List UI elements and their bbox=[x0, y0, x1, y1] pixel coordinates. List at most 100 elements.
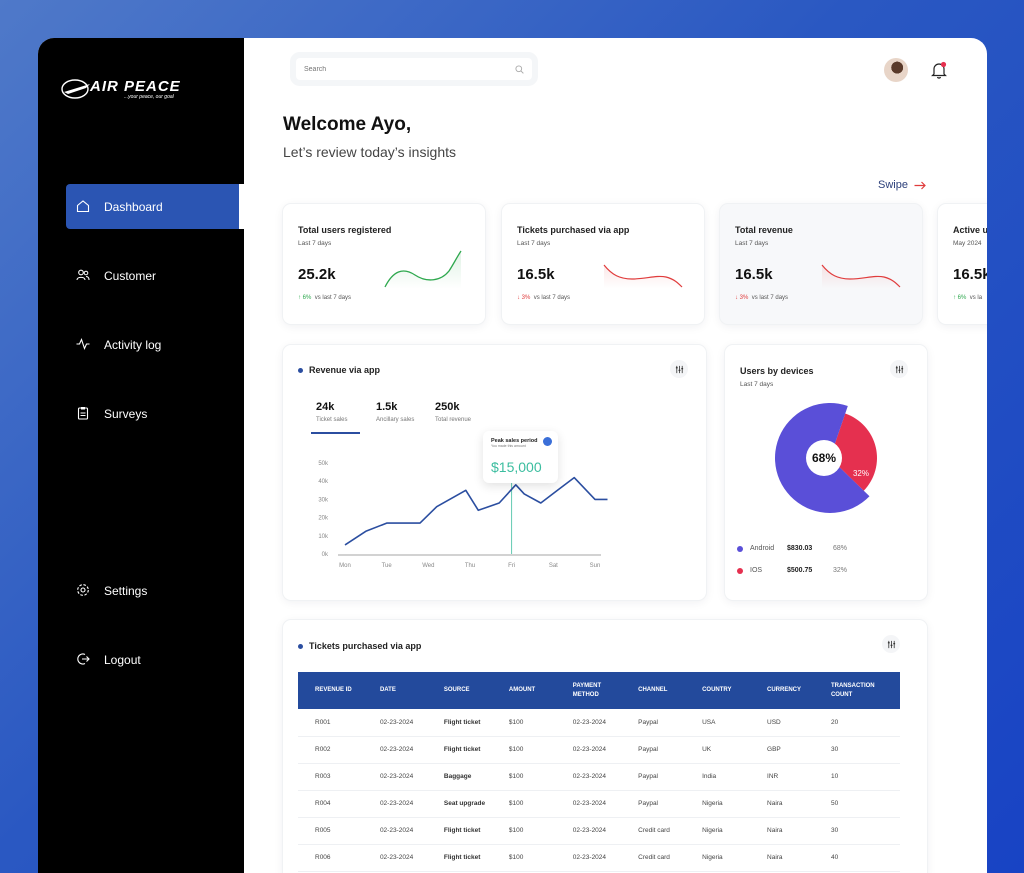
table-cell: INR bbox=[750, 763, 814, 791]
sidebar-item-settings[interactable]: Settings bbox=[66, 568, 244, 613]
column-header[interactable]: REVENUE ID bbox=[298, 672, 363, 709]
table-row[interactable]: R004 02-23-2024 Seat upgrade $100 02-23-2024… bbox=[298, 790, 900, 818]
table-cell: USA bbox=[685, 709, 751, 737]
table-cell: 30 bbox=[813, 736, 900, 764]
table-cell: Baggage bbox=[426, 763, 492, 791]
search-input[interactable] bbox=[304, 65, 484, 73]
tab-ancillary-sales[interactable]: 1.5k Ancillary sales bbox=[376, 401, 414, 423]
sidebar-item-activity-log[interactable]: Activity log bbox=[66, 322, 244, 367]
home-icon bbox=[76, 199, 92, 215]
sidebar-item-customer[interactable]: Customer bbox=[66, 253, 244, 298]
table-row[interactable]: R002 02-23-2024 Flight ticket $100 02-23-202… bbox=[298, 736, 900, 764]
table-cell: Paypal bbox=[621, 709, 686, 737]
tickets-card: Tickets purchased via app REVENUE ID DAT… bbox=[283, 620, 927, 873]
brand-logo[interactable]: AIR PEACE ...your peace, our goal bbox=[60, 76, 200, 104]
tab-value: 250k bbox=[435, 401, 460, 413]
stat-card-active-users[interactable]: Active u May 2024 16.5k ↑ 6% vs la bbox=[938, 204, 987, 324]
table-cell: 02-23-2024 bbox=[362, 844, 427, 872]
delta-note: vs la bbox=[969, 295, 983, 301]
stat-card-users[interactable]: Total users registered Last 7 days 25.2k… bbox=[283, 204, 485, 324]
tooltip-title: Peak sales period bbox=[491, 438, 538, 444]
tooltip-value: $15,000 bbox=[491, 459, 542, 475]
table-cell: $100 bbox=[491, 709, 556, 737]
table-cell: 30 bbox=[813, 817, 900, 845]
avatar[interactable] bbox=[884, 58, 908, 82]
legend-android: Android $830.03 68% bbox=[737, 545, 847, 552]
table-cell: 02-23-2024 bbox=[555, 844, 622, 872]
stat-title: Active u bbox=[953, 225, 987, 235]
arrow-down-icon: ↓ bbox=[517, 295, 520, 301]
sliders-icon bbox=[887, 640, 895, 648]
tab-total-revenue[interactable]: 250k Total revenue bbox=[435, 401, 471, 423]
peak-tooltip: Peak sales period You made this amount $… bbox=[483, 431, 558, 483]
table-cell: 02-23-2024 bbox=[362, 817, 427, 845]
stat-value: 16.5k bbox=[953, 266, 987, 283]
filter-button[interactable] bbox=[882, 635, 900, 653]
legend-percent: 68% bbox=[833, 545, 848, 552]
column-header[interactable]: PAYMENT METHOD bbox=[555, 672, 622, 709]
swipe-button[interactable]: Swipe bbox=[878, 179, 926, 191]
tab-ticket-sales[interactable]: 24k Ticket sales bbox=[316, 401, 347, 423]
filter-button[interactable] bbox=[890, 360, 908, 378]
page-subtitle: Let’s review today’s insights bbox=[283, 144, 457, 160]
table-cell: Nigeria bbox=[685, 817, 751, 845]
tab-value: 1.5k bbox=[376, 401, 398, 413]
sidebar-item-label: Activity log bbox=[104, 337, 162, 352]
stat-delta: ↓ 3% vs last 7 days bbox=[735, 295, 788, 301]
tickets-title: Tickets purchased via app bbox=[298, 641, 421, 651]
delta-note: vs last 7 days bbox=[751, 295, 789, 301]
table-cell: R005 bbox=[298, 817, 363, 845]
table-row[interactable]: R003 02-23-2024 Baggage $100 02-23-2024 Paypa… bbox=[298, 763, 900, 791]
column-header[interactable]: AMOUNT bbox=[491, 672, 556, 709]
table-cell: India bbox=[685, 763, 751, 791]
stat-card-revenue[interactable]: Total revenue Last 7 days 16.5k ↓ 3% vs … bbox=[720, 204, 922, 324]
legend-label: Android bbox=[750, 545, 775, 552]
search-icon[interactable] bbox=[515, 64, 524, 74]
filter-button[interactable] bbox=[670, 360, 688, 378]
column-header[interactable]: COUNTRY bbox=[685, 672, 751, 709]
x-tick-label: Thu bbox=[465, 563, 475, 569]
x-tick-label: Wed bbox=[422, 563, 434, 569]
column-header[interactable]: SOURCE bbox=[426, 672, 492, 709]
devices-period: Last 7 days bbox=[740, 381, 774, 388]
delta-value: 3% bbox=[739, 295, 749, 301]
stat-card-tickets[interactable]: Tickets purchased via app Last 7 days 16… bbox=[502, 204, 704, 324]
table-cell: 02-23-2024 bbox=[362, 709, 427, 737]
sidebar-item-label: Customer bbox=[104, 268, 157, 283]
table-cell: Flight ticket bbox=[426, 736, 492, 764]
table-row[interactable]: R001 02-23-2024 Flight ticket $100 02-23-202… bbox=[298, 709, 900, 737]
table-cell: Nigeria bbox=[685, 790, 751, 818]
table-row[interactable]: R005 02-23-2024 Flight ticket $100 02-23-202… bbox=[298, 817, 900, 845]
table-cell: 02-23-2024 bbox=[555, 736, 622, 764]
bullet-dot bbox=[298, 367, 303, 373]
delta-value: 6% bbox=[302, 295, 312, 301]
tab-label: Ticket sales bbox=[316, 417, 348, 423]
arrow-up-icon: ↑ bbox=[953, 295, 956, 301]
bell-icon[interactable] bbox=[931, 61, 947, 79]
sliders-icon bbox=[895, 365, 903, 373]
column-header[interactable]: TRANSACTION COUNT bbox=[813, 672, 900, 709]
y-tick-label: 30k bbox=[318, 497, 329, 503]
sidebar: AIR PEACE ...your peace, our goal Dashbo… bbox=[38, 38, 244, 873]
clipboard-icon bbox=[76, 406, 92, 422]
revenue-series-line bbox=[344, 476, 608, 546]
arrow-down-icon: ↓ bbox=[735, 295, 738, 301]
x-tick-label: Fri bbox=[508, 563, 515, 569]
sidebar-item-label: Settings bbox=[104, 583, 148, 598]
table-row[interactable]: R006 02-23-2024 Flight ticket $100 02-23-202… bbox=[298, 844, 900, 872]
stat-delta: ↓ 3% vs last 7 days bbox=[517, 295, 570, 301]
column-header[interactable]: CURRENCY bbox=[750, 672, 814, 709]
sidebar-item-label: Logout bbox=[104, 652, 141, 667]
sidebar-item-surveys[interactable]: Surveys bbox=[66, 391, 244, 436]
sliders-icon bbox=[675, 365, 683, 373]
column-header[interactable]: DATE bbox=[362, 672, 427, 709]
column-header[interactable]: CHANNEL bbox=[621, 672, 686, 709]
y-tick-label: 0k bbox=[322, 552, 329, 558]
table-cell: 40 bbox=[813, 844, 900, 872]
sidebar-item-logout[interactable]: Logout bbox=[66, 637, 244, 682]
pie-slice-ios[interactable] bbox=[830, 413, 877, 491]
table-cell: Flight ticket bbox=[426, 709, 492, 737]
gear-icon bbox=[76, 583, 92, 599]
delta-note: vs last 7 days bbox=[533, 295, 571, 301]
sidebar-item-dashboard[interactable]: Dashboard bbox=[66, 184, 244, 229]
